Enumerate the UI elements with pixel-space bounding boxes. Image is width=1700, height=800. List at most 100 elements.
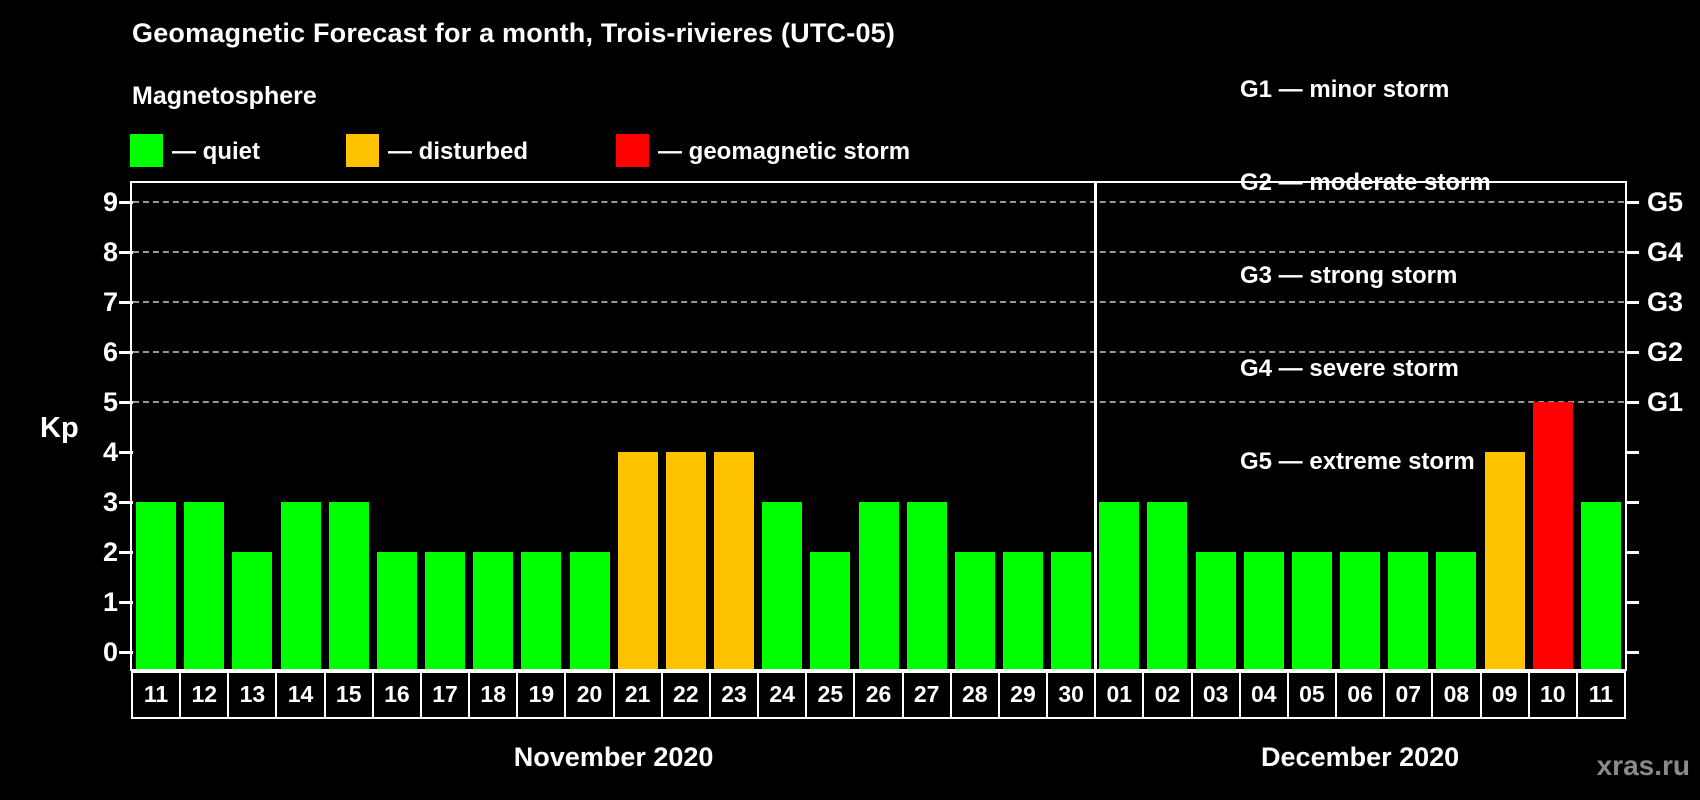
g1-legend-line: G1 — minor storm <box>1240 76 1450 103</box>
day-label: 17 <box>419 671 471 719</box>
kp-bar <box>617 452 658 669</box>
gridline <box>133 301 1624 303</box>
day-label: 01 <box>1094 671 1145 719</box>
day-label: 07 <box>1383 671 1434 719</box>
y-axis-tick-label: 7 <box>102 287 118 317</box>
right-axis-tick <box>1625 251 1639 254</box>
kp-bar <box>1340 552 1381 669</box>
day-label: 06 <box>1335 671 1386 719</box>
day-label: 24 <box>757 671 808 719</box>
kp-bar <box>1147 502 1188 669</box>
gridline <box>133 201 1624 203</box>
gridline <box>133 401 1624 403</box>
day-label: 23 <box>708 671 760 719</box>
day-label: 22 <box>660 671 711 719</box>
day-label: 28 <box>949 671 1000 719</box>
kp-bar <box>328 502 369 669</box>
y-axis-tick <box>119 401 133 404</box>
kp-bar <box>569 552 610 669</box>
day-label: 09 <box>1479 671 1530 719</box>
day-label: 05 <box>1286 671 1338 719</box>
day-label: 19 <box>516 671 567 719</box>
kp-bar <box>1388 552 1429 669</box>
right-axis-tick <box>1625 351 1639 354</box>
day-label: 14 <box>275 671 326 719</box>
day-label: 25 <box>805 671 856 719</box>
day-label: 26 <box>853 671 904 719</box>
y-axis-tick-label: 6 <box>102 337 118 367</box>
kp-bar <box>1051 552 1092 669</box>
disturbed-legend-label: — disturbed <box>388 138 529 165</box>
day-label: 18 <box>468 671 519 719</box>
storm-legend-label: — geomagnetic storm <box>658 138 911 165</box>
day-label: 08 <box>1431 671 1482 719</box>
g-scale-tick-label: G1 <box>1647 387 1684 417</box>
y-axis-tick <box>119 601 133 604</box>
g4-legend-line: G4 — severe storm <box>1240 355 1459 382</box>
y-axis-tick-label: 2 <box>102 537 118 567</box>
kp-bar <box>184 502 225 669</box>
kp-bar <box>376 552 417 669</box>
y-axis-tick-label: 4 <box>102 437 118 467</box>
day-label: 11 <box>131 671 182 719</box>
kp-bar <box>1580 502 1621 669</box>
g-scale-tick-label: G2 <box>1647 337 1684 367</box>
y-axis-tick-label: 1 <box>102 587 118 617</box>
gridline <box>133 351 1624 353</box>
g-scale-tick-label: G4 <box>1647 237 1684 267</box>
y-axis-tick-label: 3 <box>102 487 118 517</box>
plot-area <box>130 181 1627 671</box>
day-label: 30 <box>1046 671 1097 719</box>
kp-bar <box>1436 552 1477 669</box>
disturbed-legend-swatch <box>346 134 379 167</box>
gridline <box>133 251 1624 253</box>
kp-bar <box>136 502 177 669</box>
day-label: 29 <box>997 671 1049 719</box>
y-axis-tick <box>119 351 133 354</box>
y-axis-tick <box>119 301 133 304</box>
y-axis-tick-label: 8 <box>102 237 118 267</box>
kp-bar <box>810 552 851 669</box>
y-axis-title: Kp <box>40 412 79 444</box>
storm-legend-swatch <box>616 134 649 167</box>
day-label: 13 <box>227 671 278 719</box>
kp-bar <box>1195 552 1236 669</box>
day-label: 04 <box>1238 671 1289 719</box>
kp-bar <box>425 552 466 669</box>
kp-bar <box>1484 452 1525 669</box>
watermark: xras.ru <box>1596 750 1690 781</box>
y-axis-tick-label: 5 <box>102 387 118 417</box>
y-axis-tick <box>119 201 133 204</box>
day-label: 02 <box>1142 671 1193 719</box>
day-label: 27 <box>901 671 952 719</box>
y-axis-tick <box>119 251 133 254</box>
g-scale-tick-label: G3 <box>1647 287 1684 317</box>
quiet-legend-swatch <box>130 134 163 167</box>
kp-bar <box>280 502 321 669</box>
day-label: 15 <box>323 671 374 719</box>
kp-bar <box>1002 552 1043 669</box>
day-label: 03 <box>1190 671 1241 719</box>
right-axis-tick <box>1625 401 1639 404</box>
g-scale-tick-label: G5 <box>1647 187 1684 217</box>
day-label: 10 <box>1527 671 1578 719</box>
kp-bar <box>906 502 947 669</box>
legend-heading: Magnetosphere <box>132 82 317 110</box>
day-label: 12 <box>179 671 230 719</box>
day-label: 20 <box>564 671 615 719</box>
right-axis-tick <box>1625 501 1639 504</box>
right-axis-tick <box>1625 451 1639 454</box>
g3-legend-line: G3 — strong storm <box>1240 262 1458 289</box>
day-label: 21 <box>612 671 663 719</box>
month-label: November 2020 <box>513 742 714 772</box>
g5-legend-line: G5 — extreme storm <box>1240 448 1475 475</box>
kp-bar <box>762 502 803 669</box>
kp-bar <box>473 552 514 669</box>
right-axis-tick <box>1625 301 1639 304</box>
y-axis-tick-label: 9 <box>102 187 118 217</box>
right-axis-tick <box>1625 601 1639 604</box>
kp-bar <box>1291 552 1332 669</box>
month-separator <box>1093 183 1097 669</box>
kp-bar <box>521 552 562 669</box>
y-axis-tick <box>119 501 133 504</box>
